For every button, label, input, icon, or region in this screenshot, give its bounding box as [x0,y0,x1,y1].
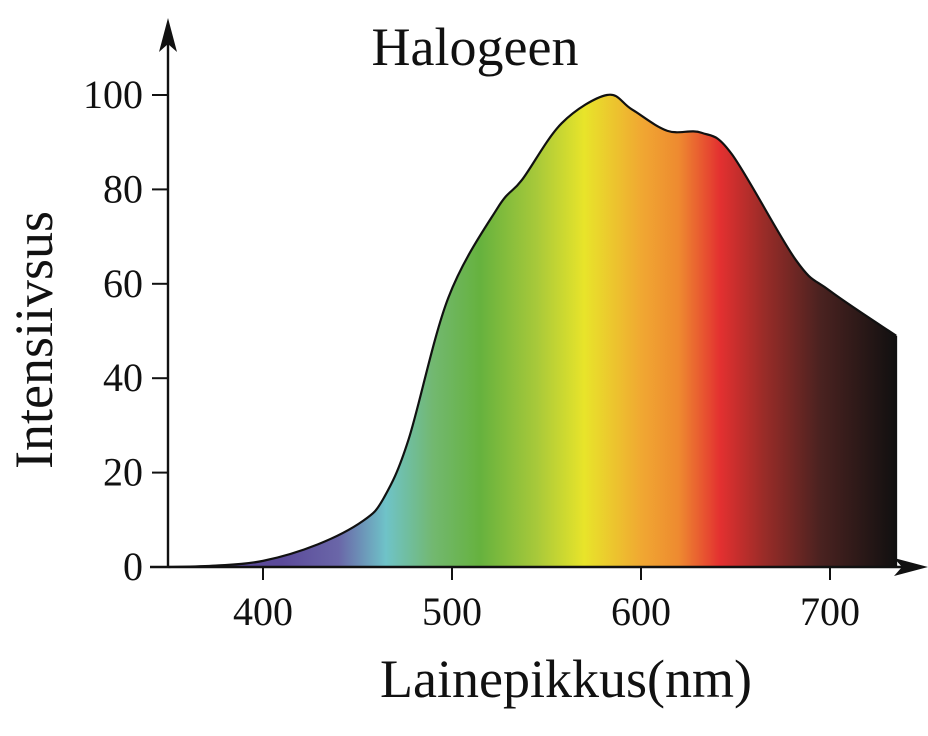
intensity-curve [168,93,897,569]
x-axis-label: Lainepikkus(nm) [380,649,752,709]
x-axis-arrow-icon [894,558,928,576]
x-tick-label: 400 [233,589,293,634]
y-tick-label: 100 [83,72,143,117]
y-tick-label: 60 [103,261,143,306]
y-tick-label: 0 [123,544,143,589]
y-tick-label: 20 [103,450,143,495]
x-tick-label: 700 [800,589,860,634]
axes [150,18,928,576]
spectrum-area [168,94,897,567]
y-axis-arrow-icon [159,18,177,52]
x-tick-label: 500 [422,589,482,634]
y-tick-label: 80 [103,166,143,211]
x-tick-label: 600 [611,589,671,634]
chart-title: Halogeen [372,17,579,77]
y-axis-label: Intensiivsus [4,211,64,469]
y-tick-label: 40 [103,355,143,400]
